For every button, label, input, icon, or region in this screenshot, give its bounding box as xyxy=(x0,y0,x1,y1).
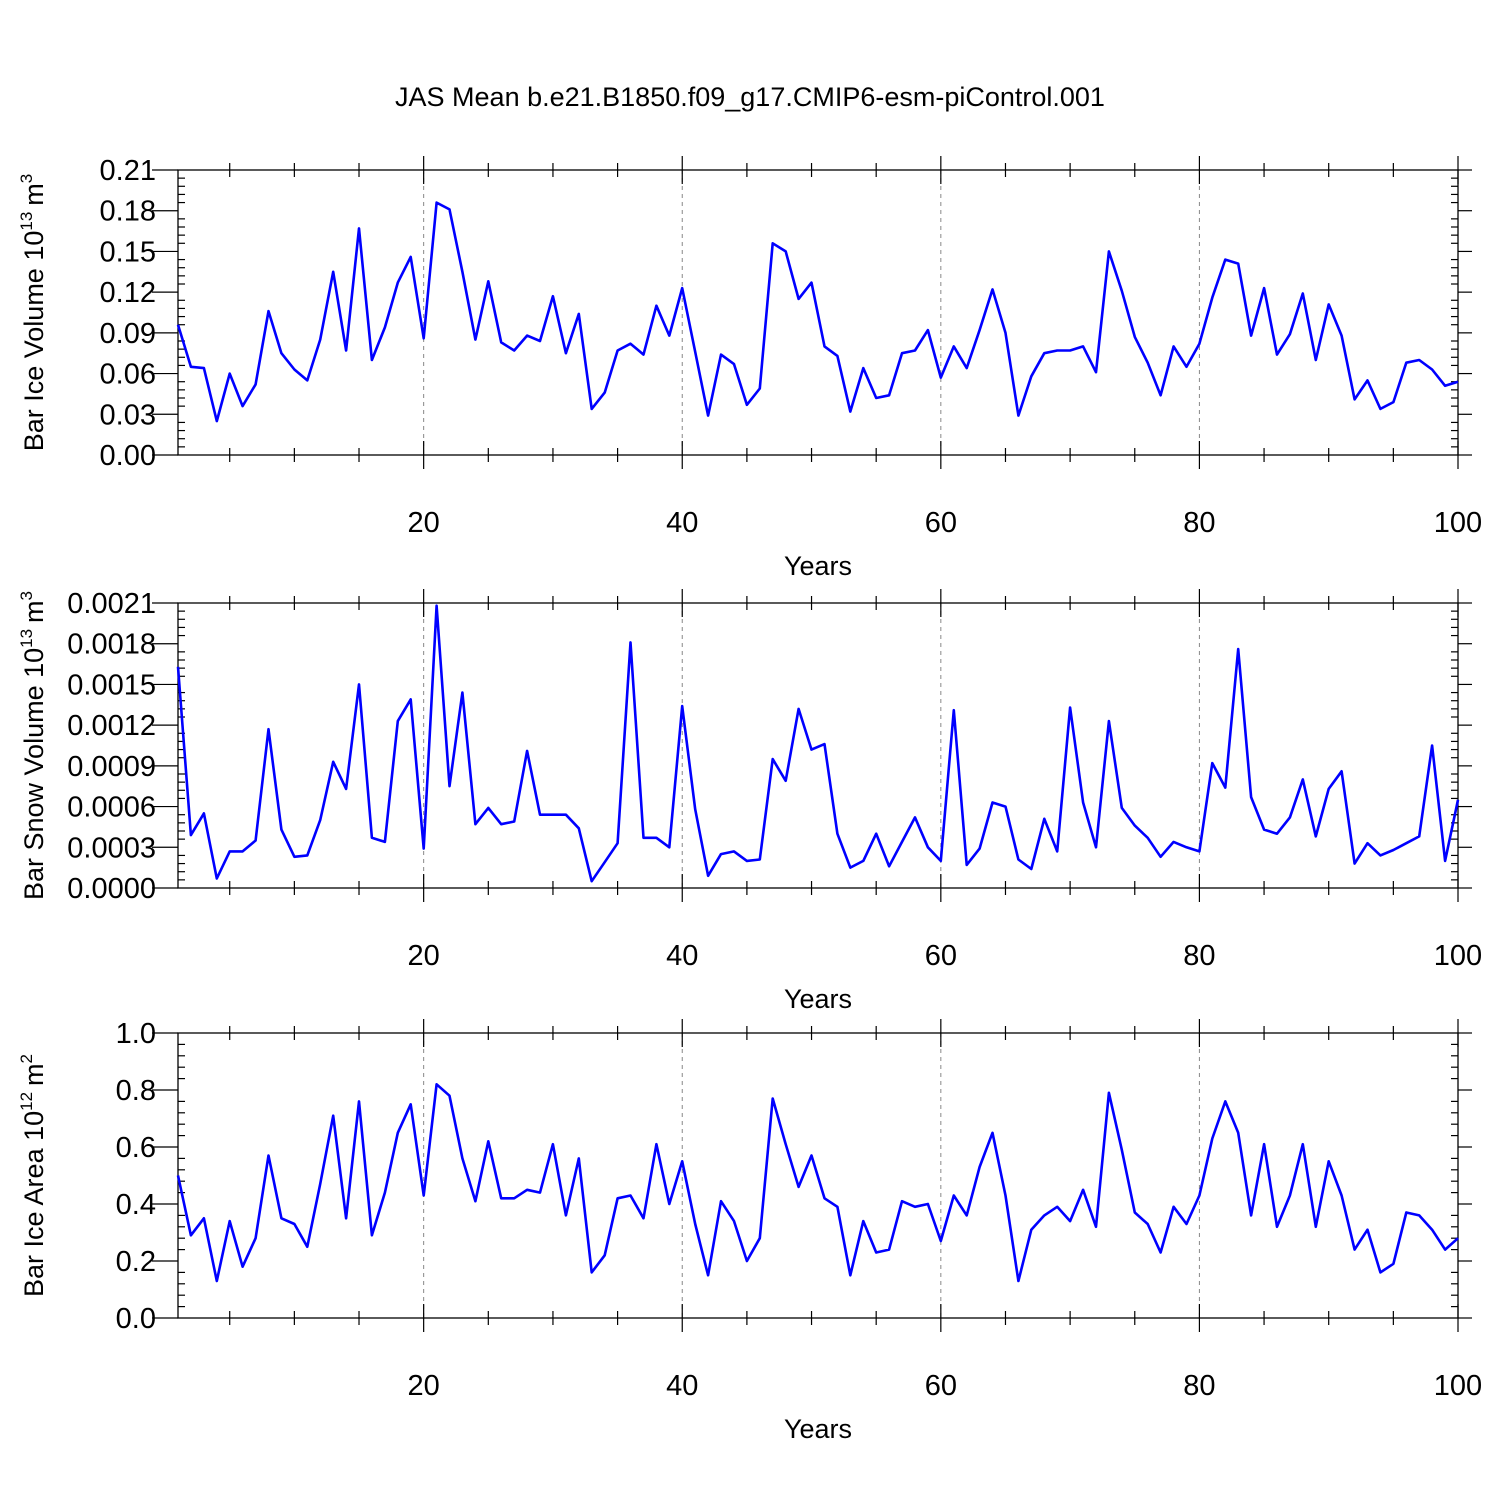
ice-area-y-tick-label: 0.4 xyxy=(116,1189,156,1221)
snow-volume-series-line xyxy=(176,604,1460,883)
snow-volume-y-tick-label: 0.0018 xyxy=(67,629,156,661)
ice-area-y-tick-label: 0.0 xyxy=(116,1303,156,1335)
snow-volume-y-axis-label-exponent: 13 xyxy=(17,629,36,648)
ice-volume-y-tick-label: 0.12 xyxy=(100,277,156,309)
panel-ice-area: 0.0 0.2 0.4 0.6 0.8 1.0 20 40 60 80 100 Years Bar Ic… xyxy=(17,1018,1482,1444)
ice-volume-y-tick-label: 0.18 xyxy=(100,196,156,228)
ice-volume-plot-frame xyxy=(177,169,1459,456)
ice-volume-y-axis-label-unit: m xyxy=(19,183,49,206)
snow-volume-x-tick-label: 20 xyxy=(408,940,440,972)
ice-volume-y-axis-label-text: Bar Ice Volume 10 xyxy=(19,231,49,452)
snow-volume-x-tick-label: 80 xyxy=(1183,940,1215,972)
ice-area-series-line xyxy=(176,1083,1459,1283)
ice-area-x-axis-label: Years xyxy=(784,1414,852,1444)
ice-area-x-tick-label: 80 xyxy=(1183,1370,1215,1402)
ice-area-y-axis-label-unit: m xyxy=(19,1063,49,1086)
ice-volume-y-tick-label: 0.06 xyxy=(100,359,156,391)
ice-area-y-axis-label: Bar Ice Area 1012 m2 xyxy=(17,1054,49,1297)
snow-volume-y-tick-label: 0.0015 xyxy=(67,669,156,701)
snow-volume-y-tick-label: 0.0003 xyxy=(67,832,156,864)
panel-ice-volume: 0.00 0.03 0.06 0.09 0.12 0.15 0.18 0.21 20 40 60 80… xyxy=(17,155,1482,581)
ice-area-x-tick-label: 60 xyxy=(925,1370,957,1402)
ice-area-y-axis-label-exponent: 12 xyxy=(17,1092,36,1111)
snow-volume-y-axis-label: Bar Snow Volume 1013 m3 xyxy=(17,591,49,900)
snow-volume-x-tick-label: 60 xyxy=(925,940,957,972)
snow-volume-x-tick-label: 40 xyxy=(666,940,698,972)
snow-volume-y-tick-label: 0.0021 xyxy=(67,588,156,620)
ice-volume-y-tick-label: 0.03 xyxy=(100,399,156,431)
panel-snow-volume: 0.0000 0.0003 0.0006 0.0009 0.0012 0.0015 0.00… xyxy=(17,588,1482,1014)
snow-volume-y-tick-label: 0.0006 xyxy=(67,792,156,824)
snow-volume-y-tick-label: 0.0009 xyxy=(67,751,156,783)
ice-area-y-tick-label: 0.2 xyxy=(116,1246,156,1278)
snow-volume-y-axis-label-unit: m xyxy=(19,600,49,623)
snow-volume-x-tick-label: 100 xyxy=(1434,940,1482,972)
snow-volume-y-tick-label: 0.0012 xyxy=(67,710,156,742)
ice-area-x-tick-label: 100 xyxy=(1434,1370,1482,1402)
ice-volume-x-tick-label: 20 xyxy=(408,507,440,539)
ice-volume-x-tick-label: 60 xyxy=(925,507,957,539)
ice-volume-y-tick-label: 0.09 xyxy=(100,318,156,350)
ice-area-x-tick-label: 20 xyxy=(408,1370,440,1402)
ice-area-x-tick-label: 40 xyxy=(666,1370,698,1402)
ice-volume-x-tick-label: 80 xyxy=(1183,507,1215,539)
ice-volume-x-tick-label: 100 xyxy=(1434,507,1482,539)
snow-volume-y-axis-label-text: Bar Snow Volume 10 xyxy=(19,648,49,900)
snow-volume-y-tick-label: 0.0000 xyxy=(67,873,156,905)
snow-volume-plot-frame xyxy=(177,602,1459,889)
ice-volume-y-axis-label: Bar Ice Volume 1013 m3 xyxy=(17,174,49,452)
ice-area-y-tick-label: 1.0 xyxy=(116,1018,156,1050)
ice-volume-y-tick-label: 0.15 xyxy=(100,236,156,268)
snow-volume-y-axis-label-unit-exponent: 3 xyxy=(17,591,36,600)
ice-volume-y-axis-label-exponent: 13 xyxy=(17,212,36,231)
ice-volume-x-axis-label: Years xyxy=(784,551,852,581)
ice-area-y-tick-label: 0.6 xyxy=(116,1132,156,1164)
ice-volume-series-line xyxy=(176,201,1459,423)
ice-area-y-axis-label-unit-exponent: 2 xyxy=(17,1054,36,1063)
snow-volume-x-axis-label: Years xyxy=(784,984,852,1014)
ice-area-y-axis-label-text: Bar Ice Area 10 xyxy=(19,1111,49,1297)
ice-volume-y-tick-label: 0.21 xyxy=(100,155,156,187)
ice-area-y-tick-label: 0.8 xyxy=(116,1075,156,1107)
ice-volume-y-axis-label-unit-exponent: 3 xyxy=(17,174,36,183)
ice-volume-y-tick-label: 0.00 xyxy=(100,440,156,472)
figure-title: JAS Mean b.e21.B1850.f09_g17.CMIP6-esm-p… xyxy=(395,82,1105,112)
ice-volume-x-tick-label: 40 xyxy=(666,507,698,539)
